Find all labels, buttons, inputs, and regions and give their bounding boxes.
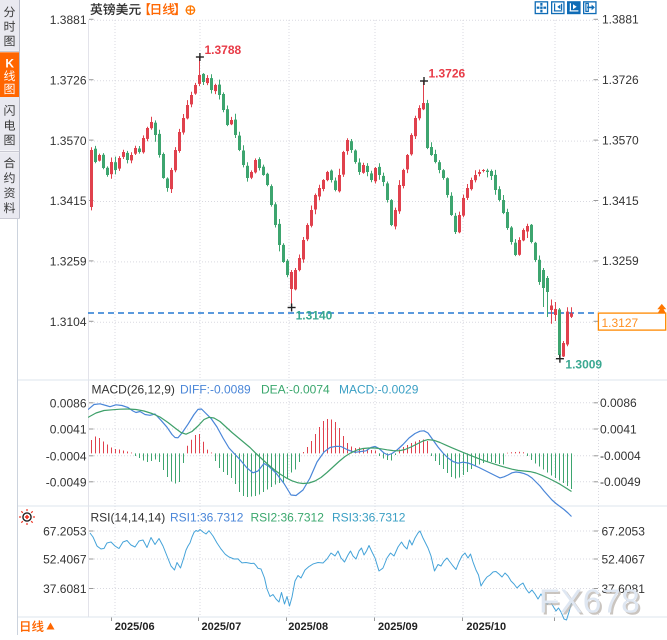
- svg-text:1.3415: 1.3415: [50, 194, 87, 208]
- svg-text:0.0041: 0.0041: [600, 422, 637, 436]
- svg-text:67.2053: 67.2053: [602, 524, 646, 538]
- svg-text:1.3415: 1.3415: [602, 194, 639, 208]
- svg-text:0.0041: 0.0041: [50, 423, 87, 437]
- svg-text:2025/09: 2025/09: [378, 621, 418, 633]
- svg-text:RSI(14,14,14): RSI(14,14,14): [91, 511, 166, 525]
- svg-text:1.3104: 1.3104: [50, 315, 87, 329]
- svg-text:-0.0049: -0.0049: [46, 476, 87, 490]
- svg-text:52.4067: 52.4067: [602, 552, 646, 566]
- svg-text:1.3881: 1.3881: [50, 13, 87, 27]
- svg-text:MACD:-0.0029: MACD:-0.0029: [339, 383, 419, 397]
- svg-text:-0.0049: -0.0049: [600, 475, 641, 489]
- svg-text:1.3881: 1.3881: [602, 13, 639, 27]
- svg-text:FX678: FX678: [539, 584, 640, 621]
- svg-text:2025/06: 2025/06: [115, 621, 155, 633]
- svg-text:1.3570: 1.3570: [50, 134, 87, 148]
- svg-text:1.3726: 1.3726: [429, 67, 466, 81]
- svg-text:1.3259: 1.3259: [602, 254, 639, 268]
- svg-text:1.3009: 1.3009: [565, 358, 602, 372]
- svg-text:-0.0004: -0.0004: [600, 449, 641, 463]
- svg-text:1.3570: 1.3570: [602, 133, 639, 147]
- svg-text:-0.0004: -0.0004: [46, 450, 87, 464]
- svg-text:DIFF:-0.0089: DIFF:-0.0089: [180, 383, 251, 397]
- svg-text:RSI2:36.7312: RSI2:36.7312: [251, 511, 325, 525]
- svg-text:FX678: FX678: [541, 586, 642, 623]
- svg-text:1.3726: 1.3726: [50, 73, 87, 87]
- svg-text:52.4067: 52.4067: [43, 553, 87, 567]
- svg-text:67.2053: 67.2053: [43, 525, 87, 539]
- svg-text:2025/10: 2025/10: [466, 621, 506, 633]
- svg-text:RSI1:36.7312: RSI1:36.7312: [170, 511, 244, 525]
- svg-text:37.6081: 37.6081: [602, 582, 646, 596]
- svg-text:1.3788: 1.3788: [205, 43, 242, 57]
- svg-text:DEA:-0.0074: DEA:-0.0074: [261, 383, 330, 397]
- svg-text:0.0086: 0.0086: [50, 397, 87, 411]
- svg-text:2025/08: 2025/08: [288, 621, 328, 633]
- svg-text:2025/07: 2025/07: [202, 621, 242, 633]
- svg-text:1.3259: 1.3259: [50, 255, 87, 269]
- svg-text:0.0086: 0.0086: [600, 396, 637, 410]
- svg-text:K: K: [5, 57, 14, 71]
- svg-text:1.3127: 1.3127: [602, 316, 639, 330]
- svg-text:1.3140: 1.3140: [296, 309, 333, 323]
- svg-text:RSI3:36.7312: RSI3:36.7312: [332, 511, 406, 525]
- svg-text:1.3726: 1.3726: [602, 73, 639, 87]
- svg-text:MACD(26,12,9): MACD(26,12,9): [92, 383, 175, 397]
- svg-text:37.6081: 37.6081: [43, 582, 87, 596]
